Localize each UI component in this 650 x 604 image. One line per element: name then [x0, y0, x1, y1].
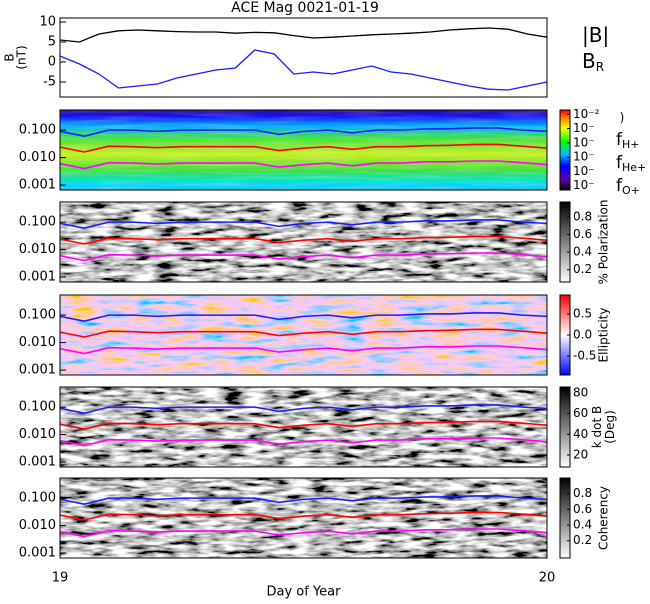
- colorbar-label: k dot B: [590, 406, 604, 448]
- colorbar-tick-label: 20: [573, 448, 588, 462]
- plot-frame: [59, 201, 548, 283]
- plot-frame: [59, 109, 548, 191]
- spectrogram-image: [60, 478, 547, 558]
- y-tick-label: 0: [48, 55, 56, 70]
- frequency-line: [59, 420, 548, 430]
- legend-entry: BR: [582, 49, 604, 74]
- y-tick-label: 0.010: [19, 242, 56, 257]
- frequency-line: [59, 437, 548, 447]
- y-tick-label: 0.100: [19, 491, 56, 506]
- legend-entry: fH+: [616, 130, 640, 151]
- colorbar-label: % Polarization: [597, 200, 611, 285]
- legend-subscript: He+: [622, 161, 646, 174]
- y-tick-label: -5: [43, 75, 56, 90]
- legend-name: f: [616, 153, 623, 173]
- frequency-line: [59, 328, 548, 338]
- y-tick-label: 0.100: [19, 215, 56, 230]
- plot-frame: [59, 294, 548, 376]
- x-axis-label: Day of Year: [267, 585, 342, 600]
- colorbar-tick-label: -0.5: [573, 349, 596, 363]
- legend-name: B: [582, 49, 596, 73]
- colorbar-tick-label: 40: [573, 427, 588, 441]
- spectrogram-image: [60, 387, 547, 467]
- colorbar-label: (Deg): [603, 410, 617, 444]
- frequency-line: [59, 127, 548, 138]
- y-tick-label: 0.100: [19, 400, 56, 415]
- legend-subscript: R: [596, 60, 604, 74]
- frequency-line: [59, 404, 548, 415]
- y-axis-label: (nT): [15, 45, 29, 69]
- y-tick-label: 0.001: [19, 455, 56, 470]
- colorbar: [559, 386, 571, 468]
- colorbar-label: ): [620, 111, 625, 125]
- colorbar: [559, 201, 571, 283]
- legend-entry: fHe+: [616, 153, 646, 174]
- colorbar-tick-label: 0.6: [573, 502, 592, 516]
- y-tick-label: 0.100: [19, 123, 56, 138]
- colorbar-tick-label: 10⁻: [573, 178, 595, 192]
- frequency-line: [59, 511, 548, 521]
- frequency-line: [59, 143, 548, 153]
- legend-entry: |B|: [582, 23, 609, 47]
- colorbar: [559, 109, 571, 191]
- colorbar-tick-label: 0.8: [573, 486, 592, 500]
- y-tick-label: 0.010: [19, 150, 56, 165]
- data-line: [59, 49, 548, 91]
- y-tick-label: 0.010: [19, 518, 56, 533]
- colorbar: [559, 477, 571, 559]
- x-tick-label: 20: [539, 571, 556, 586]
- colorbar-tick-label: 10⁻: [573, 135, 595, 149]
- colorbar-tick-label: 0.4: [573, 518, 592, 532]
- colorbar-tick-label: 0.0: [573, 328, 592, 342]
- colorbar-tick-label: 0.2: [573, 262, 592, 276]
- legend-name: f: [616, 176, 623, 196]
- legend-name: f: [616, 130, 623, 150]
- chart-title: ACE Mag 0021-01-19: [231, 0, 379, 16]
- colorbar-tick-label: 60: [573, 406, 588, 420]
- colorbar-tick-label: 0.6: [573, 227, 592, 241]
- colorbar-tick-label: 10⁻²: [573, 107, 600, 121]
- colorbar-label: Ellipticity: [597, 308, 611, 363]
- y-tick-label: 0.001: [19, 270, 56, 285]
- legend-name: |B|: [582, 23, 609, 47]
- legend-subscript: H+: [622, 138, 640, 151]
- colorbar-tick-label: 10⁻: [573, 121, 595, 135]
- y-tick-label: 0.001: [19, 546, 56, 561]
- frequency-line: [59, 160, 548, 170]
- colorbar-label: Coherency: [597, 486, 611, 550]
- frequency-line: [59, 528, 548, 538]
- frequency-line: [59, 312, 548, 323]
- y-tick-label: 0.001: [19, 363, 56, 378]
- y-tick-label: 0.010: [19, 335, 56, 350]
- frequency-line: [59, 235, 548, 245]
- colorbar-tick-label: 0.2: [573, 533, 592, 547]
- frequency-line: [59, 219, 548, 230]
- data-line: [59, 27, 548, 43]
- y-tick-label: 0.001: [19, 178, 56, 193]
- plot-frame: [59, 17, 548, 98]
- x-tick-label: 19: [52, 571, 69, 586]
- colorbar-tick-label: 0.8: [573, 209, 592, 223]
- legend-entry: fO+: [616, 176, 640, 197]
- colorbar-tick-label: 10⁻: [573, 150, 595, 164]
- spectrogram-image: [60, 202, 547, 282]
- y-tick-label: 0.010: [19, 427, 56, 442]
- y-tick-label: 5: [48, 35, 56, 50]
- colorbar-tick-label: 10⁻: [573, 164, 595, 178]
- plot-frame: [59, 386, 548, 468]
- y-tick-label: 10: [39, 15, 56, 30]
- colorbar-tick-label: 0.4: [573, 245, 592, 259]
- colorbar-tick-label: 0.5: [573, 306, 592, 320]
- plot-frame: [59, 477, 548, 559]
- frequency-line: [59, 252, 548, 262]
- colorbar-tick-label: 80: [573, 385, 588, 399]
- legend-subscript: O+: [622, 184, 640, 197]
- frequency-line: [59, 495, 548, 506]
- y-axis-label: B: [3, 53, 17, 61]
- spectrogram-texture: [60, 110, 547, 190]
- y-tick-label: 0.100: [19, 308, 56, 323]
- frequency-line: [59, 345, 548, 355]
- spectrogram-image: [60, 295, 547, 375]
